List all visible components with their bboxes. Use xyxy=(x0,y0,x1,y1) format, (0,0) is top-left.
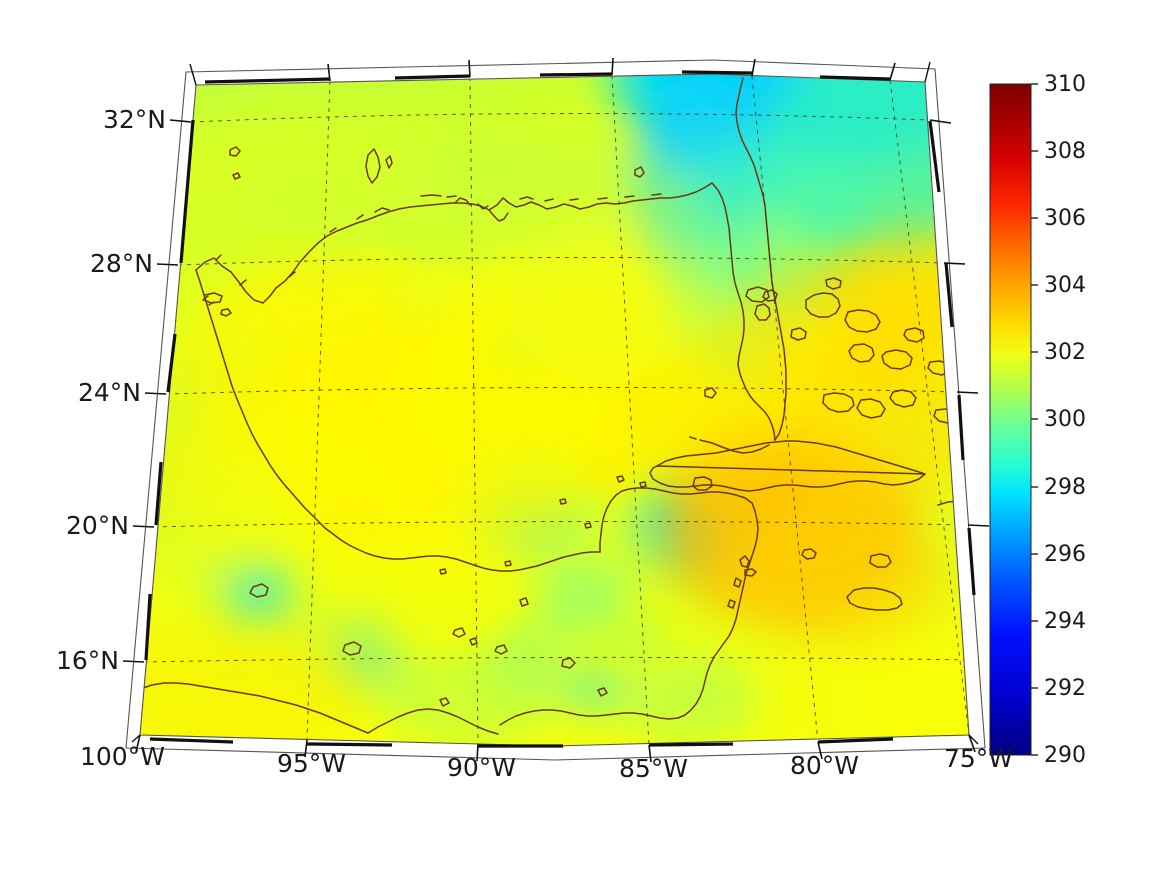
colorbar-tick-label-304: 304 xyxy=(1044,273,1086,298)
meridian-95W xyxy=(306,80,331,741)
latitude-ticks xyxy=(122,119,192,663)
parallel-24N xyxy=(165,386,958,395)
colorbar-ticks xyxy=(1031,83,1038,756)
meridian-75W xyxy=(889,79,969,736)
lat-tick-label-32N: 32°N xyxy=(103,105,167,134)
lon-tick-label-85W: 85°W xyxy=(619,754,689,783)
colorbar-tick-label-306: 306 xyxy=(1044,206,1086,231)
parallel-20N xyxy=(153,520,969,528)
parallel-32N xyxy=(190,112,931,123)
lat-tick-label-20N: 20°N xyxy=(66,511,130,540)
colorbar-tick-label-290: 290 xyxy=(1044,743,1086,768)
colorbar-tick-label-292: 292 xyxy=(1044,676,1086,701)
colorbar-tick-label-308: 308 xyxy=(1044,139,1086,164)
colorbar-tick-label-296: 296 xyxy=(1044,542,1086,567)
meridian-90W xyxy=(469,76,479,745)
longitude-ticks xyxy=(135,734,976,763)
lon-tick-label-75W: 75°W xyxy=(944,744,1014,773)
colorbar-tick-label-294: 294 xyxy=(1044,609,1086,634)
lon-tick-label-95W: 95°W xyxy=(277,749,347,778)
lat-tick-label-28N: 28°N xyxy=(90,249,154,278)
lat-tick-label-16N: 16°N xyxy=(56,646,120,675)
temperature-colorbar[interactable] xyxy=(989,83,1038,756)
coastlines xyxy=(140,77,969,735)
colorbar-tick-label-302: 302 xyxy=(1044,340,1086,365)
colorbar-tick-label-300: 300 xyxy=(1044,407,1086,432)
meridian-85W xyxy=(611,74,650,746)
lon-tick-label-90W: 90°W xyxy=(447,753,517,782)
colorbar-tick-label-298: 298 xyxy=(1044,475,1086,500)
colorbar-tick-label-310: 310 xyxy=(1044,72,1086,97)
meridian-80W xyxy=(751,75,819,743)
map-border-frame xyxy=(122,57,990,763)
lat-tick-label-24N: 24°N xyxy=(78,378,142,407)
parallel-28N xyxy=(177,256,945,266)
parallel-16N xyxy=(143,656,969,663)
lon-tick-label-80W: 80°W xyxy=(790,751,860,780)
lon-tick-label-100W: 100°W xyxy=(80,742,165,771)
